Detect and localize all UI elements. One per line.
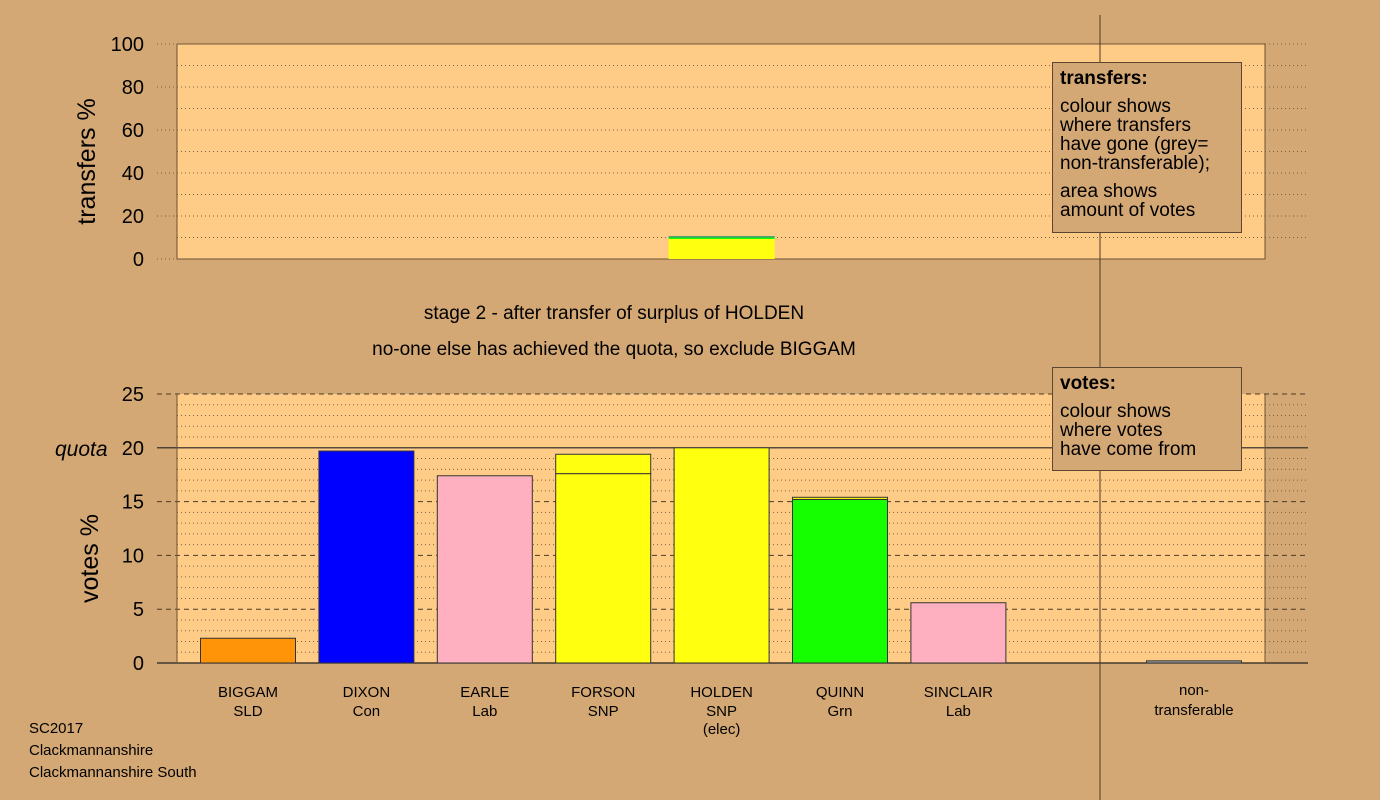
legend-transfers-line: area shows [1060,181,1158,202]
vote-bar-segment [792,496,888,500]
footer: SC2017 Clackmannanshire Clackmannanshire… [29,718,197,784]
legend-votes: votes: colour shows where votes have com… [1052,367,1242,471]
nontransferable-label: non- [1179,682,1209,699]
transfers-tick-label: 100 [111,34,144,56]
nontransferable-label: transferable [1154,702,1233,719]
votes-tick-label: 20 [122,438,144,460]
candidate-party-label: Lab [472,703,497,720]
candidate-party-label: Grn [827,703,852,720]
candidate-party-label: SLD [233,703,262,720]
legend-votes-line: where votes [1060,420,1163,441]
transfer-bar-segment [668,239,775,259]
candidate-name-label: SINCLAIR [924,684,993,701]
footer-election: SC2017 [29,720,84,737]
legend-votes-line: have come from [1060,439,1197,460]
vote-bar-segment [200,637,296,664]
candidate-party-label: Lab [946,703,971,720]
vote-bar-segment [792,498,888,664]
footer-ward: Clackmannanshire South [29,764,197,781]
legend-transfers-line: where transfers [1060,115,1191,136]
legend-transfers-line: colour shows [1060,96,1171,117]
transfers-tick-label: 20 [122,206,144,228]
votes-tick-label: 0 [133,653,144,675]
legend-transfers: transfers: colour shows where transfers … [1052,62,1242,233]
candidate-party-label: SNP [588,703,619,720]
candidate-party-label: Con [353,703,381,720]
vote-bar-segment [555,473,652,664]
transfers-tick-label: 80 [122,77,144,99]
legend-transfers-line: non-transferable); [1060,153,1210,174]
candidate-status-label: (elec) [703,721,741,738]
transfers-tick-label: 60 [122,120,144,142]
legend-transfers-text2: area shows amount of votes [1060,182,1234,220]
transfer-bar-segment [668,236,775,240]
legend-transfers-line: have gone (grey= [1060,134,1209,155]
transfers-axis-label: transfers % [73,98,101,224]
votes-tick-label: 10 [122,545,144,567]
votes-tick-label: 5 [133,599,144,621]
vote-bar-segment [555,453,652,475]
quota-label: quota [55,438,108,461]
stage-description: stage 2 - after transfer of surplus of H… [424,303,804,324]
nontransferable-bar [1146,660,1242,664]
transfers-tick-label: 0 [133,249,144,271]
vote-bar-segment [436,475,533,664]
vote-bar-segment [910,602,1007,664]
legend-votes-text1: colour shows where votes have come from [1060,402,1234,459]
legend-transfers-title: transfers: [1060,68,1148,89]
candidate-name-label: EARLE [460,684,509,701]
legend-transfers-line: amount of votes [1060,200,1196,221]
candidate-name-label: BIGGAM [218,684,278,701]
footer-council: Clackmannanshire [29,742,154,759]
stage-outcome: no-one else has achieved the quota, so e… [372,339,856,360]
votes-tick-label: 25 [122,384,144,406]
votes-axis-label: votes % [76,514,104,603]
votes-tick-label: 15 [122,492,144,514]
candidate-name-label: FORSON [571,684,635,701]
candidate-name-label: HOLDEN [690,684,753,701]
vote-bar-segment [673,447,770,664]
transfers-tick-label: 40 [122,163,144,185]
candidate-name-label: DIXON [343,684,391,701]
legend-votes-line: colour shows [1060,401,1171,422]
legend-votes-title: votes: [1060,373,1116,394]
legend-transfers-text1: colour shows where transfers have gone (… [1060,97,1234,173]
candidate-name-label: QUINN [816,684,864,701]
candidate-party-label: SNP [706,703,737,720]
vote-bar-segment [318,450,415,664]
